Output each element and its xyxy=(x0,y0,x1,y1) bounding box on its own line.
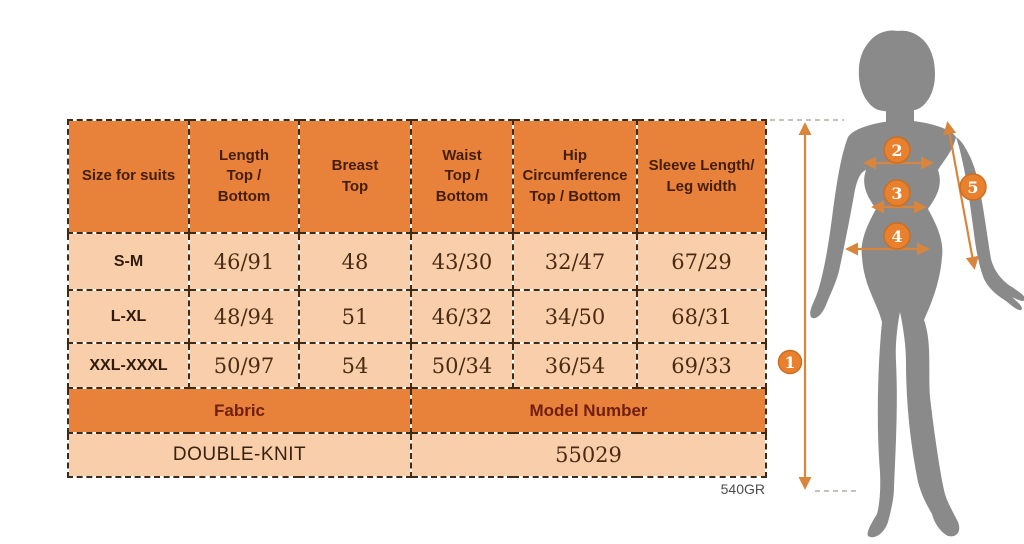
header-waist: Waist Top / Bottom xyxy=(410,119,514,234)
female-silhouette xyxy=(810,30,1024,538)
size-table: Size for suits Length Top / Bottom Breas… xyxy=(67,119,767,478)
size-label: XXL-XXXL xyxy=(67,342,190,389)
measure-4-badge xyxy=(883,222,911,250)
value-cell: 54 xyxy=(298,342,412,389)
table-footer-label-row: Fabric Model Number xyxy=(67,387,767,434)
measure-1-badge xyxy=(777,349,803,375)
measure-3-number: 3 xyxy=(891,184,902,203)
header-breast: Breast Top xyxy=(298,119,412,234)
value-cell: 48/94 xyxy=(188,289,300,344)
measure-1-number: 1 xyxy=(784,353,795,372)
value-cell: 50/34 xyxy=(410,342,514,389)
measure-2-badge xyxy=(883,136,911,164)
header-sleeve: Sleeve Length/ Leg width xyxy=(636,119,767,234)
header-length: Length Top / Bottom xyxy=(188,119,300,234)
table-footer-value-row: DOUBLE-KNIT 55029 xyxy=(67,432,767,478)
header-hip: Hip Circumference Top / Bottom xyxy=(512,119,638,234)
value-cell: 68/31 xyxy=(636,289,767,344)
value-cell: 69/33 xyxy=(636,342,767,389)
silhouette-head xyxy=(858,30,935,112)
table-row: S-M 46/91 48 43/30 32/47 67/29 xyxy=(67,232,767,291)
weight-note: 540GR xyxy=(720,481,765,497)
measurement-figure: 1 2 3 4 5 xyxy=(770,0,1024,544)
value-cell: 46/91 xyxy=(188,232,300,291)
measure-5-number: 5 xyxy=(967,178,978,197)
value-cell: 67/29 xyxy=(636,232,767,291)
fabric-label: Fabric xyxy=(67,387,412,434)
measure-5-badge xyxy=(959,173,987,201)
value-cell: 46/32 xyxy=(410,289,514,344)
table-row: L-XL 48/94 51 46/32 34/50 68/31 xyxy=(67,289,767,344)
fabric-value: DOUBLE-KNIT xyxy=(67,432,412,478)
table-row: XXL-XXXL 50/97 54 50/34 36/54 69/33 xyxy=(67,342,767,389)
measure-3-badge xyxy=(883,179,911,207)
size-label: L-XL xyxy=(67,289,190,344)
size-label: S-M xyxy=(67,232,190,291)
sleeve-measure-arrow xyxy=(943,121,979,270)
value-cell: 50/97 xyxy=(188,342,300,389)
value-cell: 51 xyxy=(298,289,412,344)
table-header-row: Size for suits Length Top / Bottom Breas… xyxy=(67,119,767,234)
measure-2-number: 2 xyxy=(891,141,902,160)
measure-4-number: 4 xyxy=(891,227,902,246)
female-silhouette-diagram: 1 2 3 4 5 xyxy=(770,30,1024,538)
model-number-value: 55029 xyxy=(410,432,767,478)
model-number-label: Model Number xyxy=(410,387,767,434)
silhouette-left-arm xyxy=(810,137,866,319)
value-cell: 32/47 xyxy=(512,232,638,291)
measurement-annotations: 1 2 3 4 5 xyxy=(770,119,987,492)
value-cell: 43/30 xyxy=(410,232,514,291)
silhouette-body xyxy=(848,120,960,538)
value-cell: 34/50 xyxy=(512,289,638,344)
value-cell: 48 xyxy=(298,232,412,291)
header-size: Size for suits xyxy=(67,119,190,234)
value-cell: 36/54 xyxy=(512,342,638,389)
